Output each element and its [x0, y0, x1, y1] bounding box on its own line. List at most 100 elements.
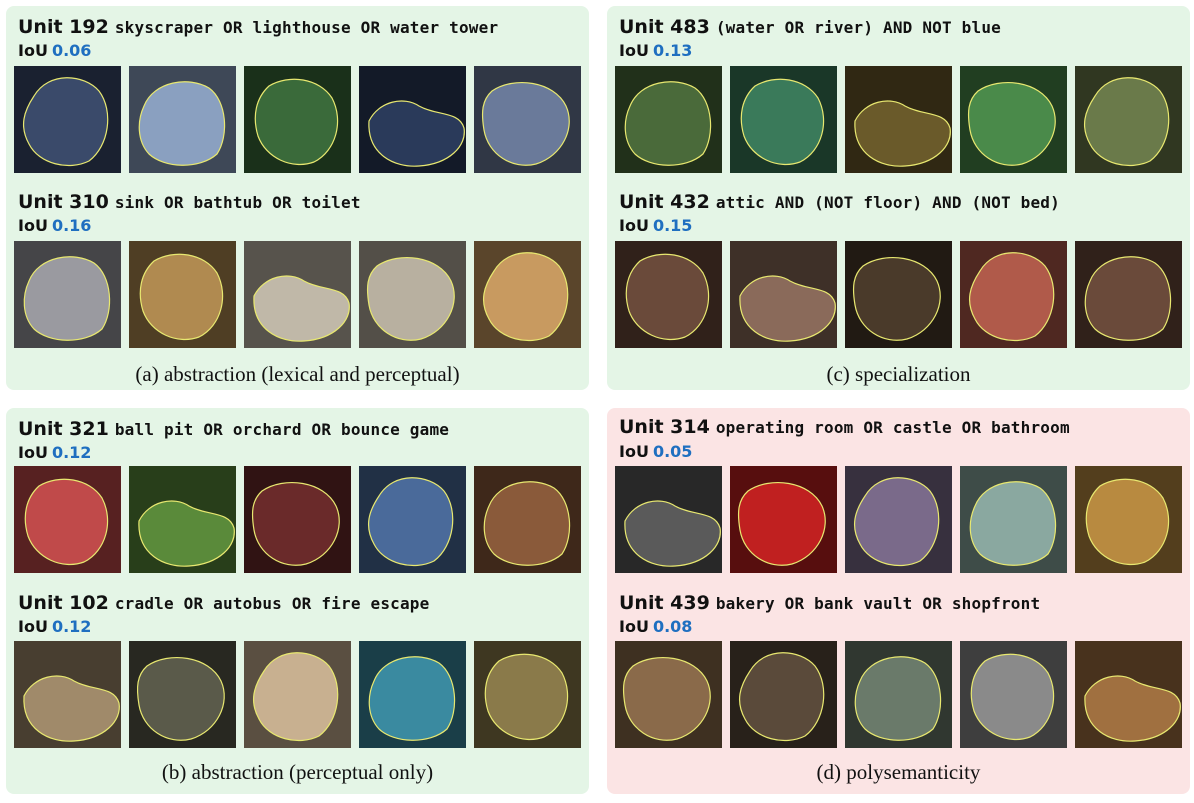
unit-formula: sink OR bathtub OR toilet — [114, 193, 361, 212]
thumbnail-graphic — [845, 641, 952, 748]
activation-outline — [624, 81, 712, 166]
thumbnail-image — [730, 66, 837, 173]
iou-row: IoU 0.12 — [18, 618, 91, 636]
thumbnail-image — [960, 66, 1067, 173]
unit-title: Unit 321 ball pit OR orchard OR bounce ga… — [18, 418, 449, 441]
thumbnail-image — [474, 466, 581, 573]
panel-caption: (b) abstraction (perceptual only) — [161, 760, 434, 784]
thumbnail-graphic — [474, 466, 581, 573]
thumbnail-graphic — [615, 641, 722, 748]
thumbnail-graphic — [1075, 241, 1182, 348]
thumbnail-graphic — [615, 66, 722, 173]
panel-caption: (a) abstraction (lexical and perceptual) — [135, 362, 460, 386]
thumbnail-graphic — [129, 66, 236, 173]
activation-region — [25, 479, 108, 565]
activation-outline — [138, 500, 235, 567]
activation-outline — [23, 256, 111, 341]
unit-name: Unit 439 — [619, 592, 710, 614]
thumbnail-graphic — [960, 241, 1067, 348]
activation-outline — [738, 652, 825, 742]
unit-formula: ball pit OR orchard OR bounce game — [114, 420, 450, 439]
thumbnail-graphic — [730, 466, 837, 573]
activation-region — [1085, 256, 1171, 341]
thumbnail-image — [129, 641, 236, 748]
activation-outline — [253, 275, 350, 342]
activation-region — [140, 254, 223, 340]
thumbnail-graphic — [129, 241, 236, 348]
unit-title: Unit 439 bakery OR bank vault OR shopfron… — [619, 592, 1040, 615]
thumbnail-image — [244, 241, 351, 348]
unit-formula: attic AND (NOT floor) AND (NOT bed) — [715, 193, 1060, 212]
thumbnail-row — [14, 66, 584, 173]
thumbnail-image — [244, 466, 351, 573]
unit-title: Unit 314 operating room OR castle OR bath… — [619, 416, 1070, 439]
unit-name: Unit 432 — [619, 191, 710, 213]
thumbnail-graphic — [14, 241, 121, 348]
activation-region — [968, 82, 1056, 166]
activation-outline — [251, 482, 340, 566]
unit-title: Unit 102 cradle OR autobus OR fire escape — [18, 592, 429, 615]
activation-outline — [136, 657, 225, 741]
thumbnail-row — [615, 641, 1185, 748]
thumbnail-image — [1075, 241, 1182, 348]
thumbnail-image — [730, 466, 837, 573]
thumbnail-image — [14, 466, 121, 573]
activation-outline — [852, 257, 941, 341]
activation-outline — [482, 252, 569, 342]
activation-region — [854, 477, 939, 566]
iou-label: IoU — [18, 41, 48, 60]
thumbnail-graphic — [960, 66, 1067, 173]
activation-outline — [1085, 478, 1170, 566]
unit-title: Unit 483 (water OR river) AND NOT blue — [619, 16, 1001, 39]
activation-outline — [624, 500, 721, 567]
iou-label: IoU — [619, 442, 649, 461]
activation-region — [853, 257, 941, 341]
iou-value: 0.06 — [51, 41, 92, 60]
thumbnail-graphic — [1075, 66, 1182, 173]
unit-name: Unit 321 — [18, 418, 109, 440]
thumbnail-image — [129, 466, 236, 573]
activation-region — [1084, 77, 1169, 166]
activation-outline — [970, 653, 1055, 741]
iou-label: IoU — [619, 617, 649, 636]
thumbnail-image — [359, 241, 466, 348]
thumbnail-graphic — [359, 66, 466, 173]
iou-value: 0.15 — [652, 216, 693, 235]
iou-row: IoU 0.16 — [18, 217, 91, 235]
thumbnail-image — [960, 466, 1067, 573]
activation-region — [625, 81, 711, 166]
thumbnail-graphic — [845, 66, 952, 173]
activation-outline — [854, 656, 942, 741]
thumbnail-graphic — [730, 241, 837, 348]
activation-outline — [252, 652, 339, 742]
activation-region — [255, 79, 338, 165]
unit-name: Unit 483 — [619, 16, 710, 38]
activation-outline — [366, 257, 455, 341]
activation-outline — [254, 78, 339, 166]
unit-formula: skyscraper OR lighthouse OR water tower — [114, 18, 499, 37]
activation-region — [739, 652, 824, 741]
panel-caption: (c) specialization — [826, 362, 971, 386]
unit-formula: bakery OR bank vault OR shopfront — [715, 594, 1041, 613]
thumbnail-image — [129, 241, 236, 348]
iou-value: 0.12 — [51, 443, 92, 462]
iou-value: 0.13 — [652, 41, 693, 60]
activation-region — [483, 252, 568, 341]
thumbnail-graphic — [359, 641, 466, 748]
thumbnail-image — [474, 241, 581, 348]
activation-region — [368, 477, 453, 566]
iou-row: IoU 0.13 — [619, 42, 692, 60]
unit-title: Unit 192 skyscraper OR lighthouse OR wate… — [18, 16, 498, 39]
activation-outline — [138, 81, 226, 166]
activation-outline — [1084, 256, 1172, 341]
panel-b: Unit 321 ball pit OR orchard OR bounce ga… — [6, 408, 589, 794]
iou-row: IoU 0.08 — [619, 618, 692, 636]
panel-caption: (d) polysemanticity — [816, 760, 981, 784]
unit-name: Unit 314 — [619, 416, 710, 438]
thumbnail-image — [244, 641, 351, 748]
thumbnail-image — [845, 466, 952, 573]
activation-outline — [1084, 675, 1181, 742]
activation-outline — [481, 82, 570, 166]
thumbnail-image — [359, 66, 466, 173]
thumbnail-graphic — [244, 641, 351, 748]
